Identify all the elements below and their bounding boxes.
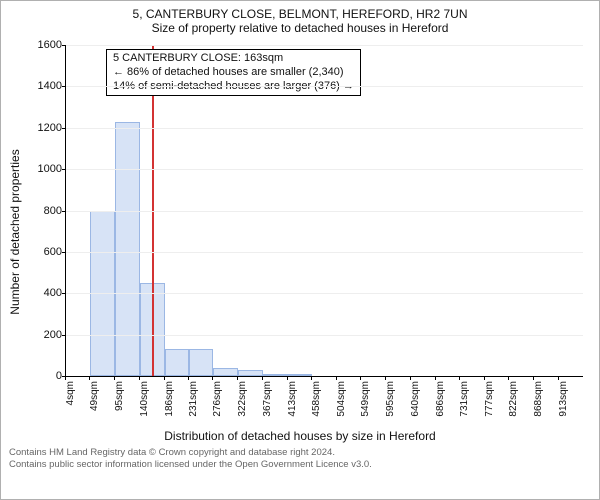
histogram-bar [165,349,189,376]
x-tick-mark [262,376,263,380]
x-tick-mark [484,376,485,380]
x-tick-mark [435,376,436,380]
grid-line [66,45,583,46]
x-tick-label: 777sqm [484,381,495,417]
x-tick-mark [385,376,386,380]
x-axis-label: Distribution of detached houses by size … [9,429,591,443]
x-tick-label: 276sqm [212,381,223,417]
x-tick-mark [188,376,189,380]
chart-zone: Number of detached properties 5 CANTERBU… [9,37,591,427]
title-subtitle: Size of property relative to detached ho… [9,21,591,35]
x-tick-label: 822sqm [508,381,519,417]
x-tick-mark [139,376,140,380]
grid-line [66,128,583,129]
x-tick-label: 140sqm [139,381,150,417]
grid-line [66,293,583,294]
x-tick-label: 458sqm [311,381,322,417]
grid-line [66,211,583,212]
y-tick-label: 1200 [38,122,66,134]
histogram-bar [213,368,238,376]
y-tick-label: 600 [44,246,66,258]
x-tick-mark [237,376,238,380]
x-tick-label: 413sqm [287,381,298,417]
x-tick-label: 186sqm [164,381,175,417]
x-tick-label: 913sqm [558,381,569,417]
annotation-box: 5 CANTERBURY CLOSE: 163sqm ← 86% of deta… [106,49,361,96]
y-axis-label: Number of detached properties [8,149,22,314]
x-tick-mark [558,376,559,380]
x-tick-mark [410,376,411,380]
histogram-bar [263,374,288,376]
x-tick-label: 504sqm [336,381,347,417]
x-ticks-row: 4sqm 49sqm 95sqm 140sqm 186sqm 231sqm 276sqm 32… [65,377,583,427]
x-tick-label: 686sqm [435,381,446,417]
grid-line [66,169,583,170]
grid-line [66,335,583,336]
x-tick-mark [311,376,312,380]
title-address: 5, CANTERBURY CLOSE, BELMONT, HEREFORD, … [9,7,591,21]
x-tick-label: 95sqm [114,381,125,411]
x-tick-label: 4sqm [65,381,76,405]
x-tick-label: 231sqm [188,381,199,417]
chart-container: 5, CANTERBURY CLOSE, BELMONT, HEREFORD, … [0,0,600,500]
annotation-line: 5 CANTERBURY CLOSE: 163sqm [113,52,354,66]
plot-area: 5 CANTERBURY CLOSE: 163sqm ← 86% of deta… [65,45,583,377]
x-tick-label: 367sqm [262,381,273,417]
x-tick-mark [336,376,337,380]
histogram-bar [189,349,213,376]
y-tick-label: 400 [44,287,66,299]
x-tick-label: 322sqm [237,381,248,417]
x-tick-mark [459,376,460,380]
x-tick-label: 595sqm [385,381,396,417]
footer-line: Contains HM Land Registry data © Crown c… [9,447,591,459]
y-tick-label: 1400 [38,80,66,92]
x-tick-mark [533,376,534,380]
grid-line [66,86,583,87]
histogram-bar [288,374,312,376]
x-tick-label: 868sqm [533,381,544,417]
x-tick-mark [65,376,66,380]
x-tick-mark [114,376,115,380]
annotation-line: ← 86% of detached houses are smaller (2,… [113,66,354,80]
footer-line: Contains public sector information licen… [9,459,591,471]
x-tick-mark [287,376,288,380]
x-tick-label: 640sqm [410,381,421,417]
grid-line [66,252,583,253]
y-tick-label: 200 [44,329,66,341]
x-tick-mark [89,376,90,380]
histogram-bar [238,370,262,376]
x-tick-label: 49sqm [89,381,100,411]
y-tick-label: 1600 [38,39,66,51]
footer-attribution: Contains HM Land Registry data © Crown c… [9,447,591,471]
y-tick-label: 800 [44,205,66,217]
x-tick-mark [164,376,165,380]
x-tick-label: 731sqm [459,381,470,417]
x-tick-mark [212,376,213,380]
x-tick-mark [360,376,361,380]
y-tick-label: 1000 [38,163,66,175]
histogram-bar [115,122,139,376]
x-tick-label: 549sqm [360,381,371,417]
x-tick-mark [508,376,509,380]
